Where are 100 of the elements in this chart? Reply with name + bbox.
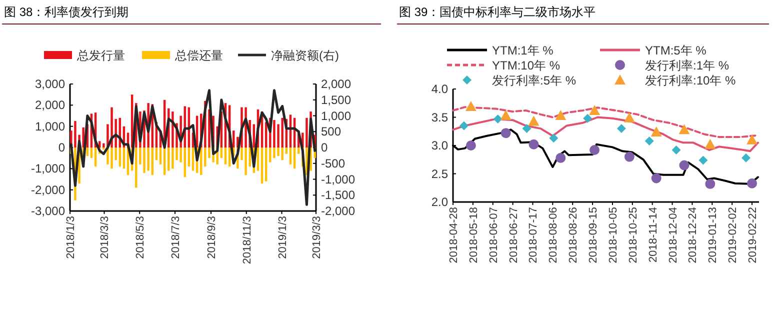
point (679, 160, 690, 170)
point (624, 152, 634, 162)
point (555, 110, 566, 120)
bar (269, 148, 272, 162)
bar (281, 148, 284, 160)
legend-label: 总发行量 (76, 48, 125, 62)
chart-title: 图 39：国债中标利率与二级市场水平 (399, 5, 596, 19)
x-tick-label: 2018-08-06 (548, 207, 560, 264)
point (583, 114, 592, 123)
bar (74, 121, 76, 148)
point (466, 140, 476, 150)
y-tick-label: 3.5 (431, 110, 448, 124)
point (742, 153, 751, 162)
bar (277, 148, 280, 156)
x-tick-label: 2018/7/3 (170, 216, 182, 259)
y2-tick-label: 1,000 (321, 108, 352, 123)
bar (285, 148, 288, 154)
y-tick-label: 0 (58, 140, 66, 154)
x-tick-label: 2018-06-07 (488, 207, 500, 264)
bar (256, 148, 260, 171)
y2-tick-label: 1,500 (321, 92, 352, 107)
y-tick-label: 1,000 (34, 119, 66, 134)
point (746, 134, 758, 144)
legend-label: 发行利率:5年 % (492, 74, 576, 88)
x-tick-label: 2018/1/3 (65, 216, 77, 259)
bar (147, 148, 150, 171)
point (465, 101, 476, 112)
point (493, 114, 502, 124)
bar (252, 124, 256, 148)
x-tick-label: 2018-12-04 (667, 207, 680, 264)
x-tick-label: 2018-08-26 (568, 207, 580, 264)
y-tick-label: 3.0 (431, 138, 448, 152)
point (590, 145, 600, 156)
x-tick-label: 2018-10-05 (607, 207, 620, 264)
point (644, 136, 654, 146)
x-tick-label: 2018/5/3 (134, 216, 147, 259)
bar (224, 148, 227, 164)
x-tick-label: 2018-07-17 (528, 207, 540, 264)
point (500, 110, 512, 120)
point (556, 152, 566, 163)
x-tick-label: 2019-02-02 (727, 207, 740, 264)
y-tick-label: 4.0 (431, 82, 448, 96)
point (705, 178, 716, 189)
y-tick-label: -1,000 (30, 162, 66, 176)
point (678, 124, 690, 134)
point (650, 126, 662, 136)
x-tick-label: 2018-12-24 (687, 207, 700, 264)
legend-label: YTM:5年 % (645, 44, 707, 58)
bar (273, 148, 276, 158)
x-tick-label: 2018/11/3 (241, 216, 254, 264)
x-tick-label: 2019-01-13 (707, 207, 720, 264)
y2-tick-label: 0 (321, 140, 328, 154)
point (522, 124, 532, 134)
bar (273, 120, 276, 148)
x-tick-label: 2018-11-14 (647, 207, 660, 262)
x-tick-label: 2019/3/3 (311, 216, 323, 259)
y-tick-label: -3,000 (30, 204, 66, 218)
point (698, 156, 708, 165)
y-tick-label: 2.0 (431, 195, 448, 209)
point (549, 134, 558, 143)
point (459, 121, 468, 130)
chart-title: 图 38：利率债发行到期 (4, 5, 129, 19)
point (528, 139, 539, 150)
y2-tick-label: -1,500 (321, 188, 356, 202)
bar (110, 148, 113, 169)
bar (204, 148, 206, 167)
point (672, 146, 681, 155)
bar (159, 148, 162, 164)
bar (135, 148, 138, 188)
y2-tick-label: -500 (321, 156, 346, 170)
y2-tick-label: -1,000 (321, 172, 356, 186)
bar (192, 148, 194, 171)
bar (180, 148, 182, 162)
bar (172, 148, 174, 169)
bar (281, 118, 284, 148)
legend-label: 发行利率:10年 % (645, 74, 736, 88)
point (528, 116, 540, 126)
bar (306, 118, 308, 148)
y-tick-label: 3,000 (34, 77, 66, 91)
x-tick-label: 2018/9/3 (206, 216, 218, 259)
y2-tick-label: -2,000 (321, 204, 356, 218)
y-tick-label: 2,000 (34, 98, 66, 112)
y2-tick-label: 500 (321, 124, 342, 139)
bar (244, 148, 247, 176)
x-tick-label: 2018-06-27 (508, 207, 520, 264)
bar (143, 148, 146, 173)
legend-label: YTM:1年 % (492, 44, 554, 58)
legend-label: 发行利率:1年 % (645, 58, 730, 72)
y2-tick-label: 2,000 (321, 77, 352, 91)
x-tick-label: 2018-04-28 (448, 207, 460, 264)
x-tick-label: 2018-10-25 (627, 207, 640, 264)
point (704, 138, 716, 149)
y-tick-label: 2.5 (431, 166, 448, 181)
legend-label: YTM:10年 % (492, 58, 560, 72)
y-tick-label: -2,000 (30, 182, 66, 197)
x-tick-label: 2019/1/3 (276, 216, 289, 259)
legend-label: 净融资额(右) (271, 48, 339, 62)
x-tick-label: 2019-02-22 (747, 207, 760, 264)
x-tick-label: 2018/3/3 (99, 216, 112, 259)
point (500, 128, 511, 138)
